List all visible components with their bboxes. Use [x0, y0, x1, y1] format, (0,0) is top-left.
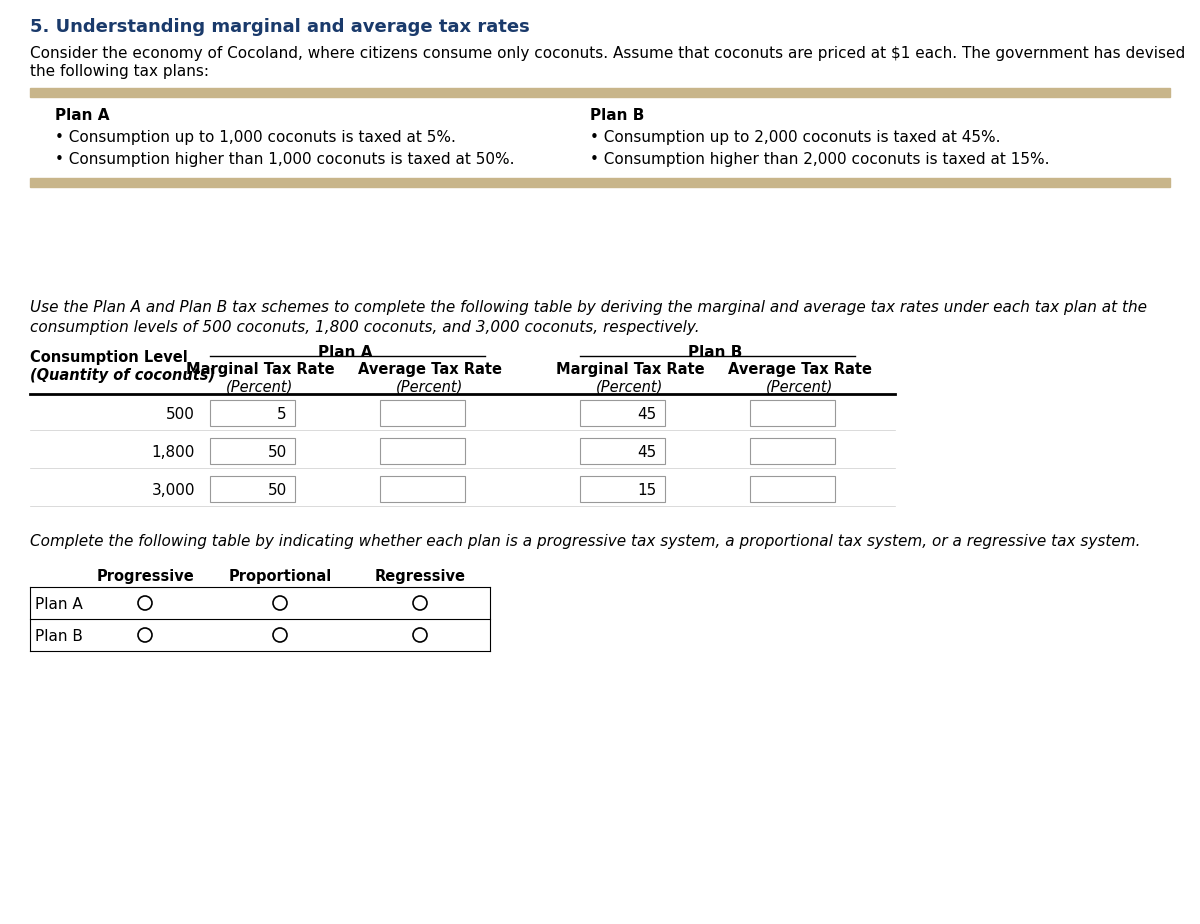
Text: Average Tax Rate: Average Tax Rate	[728, 362, 872, 377]
Bar	[580, 438, 665, 464]
Bar	[210, 438, 295, 464]
Bar	[210, 476, 295, 502]
Bar	[30, 178, 1170, 187]
Bar	[380, 438, 466, 464]
Text: 50: 50	[268, 483, 287, 498]
Text: Consider the economy of Cocoland, where citizens consume only coconuts. Assume t: Consider the economy of Cocoland, where …	[30, 46, 1186, 61]
Text: Plan B: Plan B	[590, 108, 644, 123]
Text: Plan A: Plan A	[35, 597, 83, 612]
Text: (Percent): (Percent)	[227, 380, 294, 395]
Text: • Consumption higher than 1,000 coconuts is taxed at 50%.: • Consumption higher than 1,000 coconuts…	[55, 152, 515, 167]
Text: Complete the following table by indicating whether each plan is a progressive ta: Complete the following table by indicati…	[30, 534, 1140, 549]
Text: 3,000: 3,000	[151, 483, 194, 498]
Text: Plan A: Plan A	[55, 108, 109, 123]
Bar	[380, 400, 466, 426]
Text: Average Tax Rate: Average Tax Rate	[358, 362, 502, 377]
Text: 1,800: 1,800	[151, 445, 194, 460]
Text: (Quantity of coconuts): (Quantity of coconuts)	[30, 368, 215, 383]
Text: Use the Plan A and Plan B tax schemes to complete the following table by derivin: Use the Plan A and Plan B tax schemes to…	[30, 300, 1147, 315]
Text: 500: 500	[166, 407, 194, 422]
Bar	[380, 476, 466, 502]
Text: Plan A: Plan A	[318, 345, 372, 360]
Bar	[580, 400, 665, 426]
Bar	[750, 476, 835, 502]
Text: Progressive: Progressive	[96, 569, 194, 584]
Text: consumption levels of 500 coconuts, 1,800 coconuts, and 3,000 coconuts, respecti: consumption levels of 500 coconuts, 1,80…	[30, 320, 700, 335]
Text: Consumption Level: Consumption Level	[30, 350, 187, 365]
Bar	[750, 400, 835, 426]
Text: • Consumption up to 2,000 coconuts is taxed at 45%.: • Consumption up to 2,000 coconuts is ta…	[590, 130, 1001, 145]
Text: • Consumption up to 1,000 coconuts is taxed at 5%.: • Consumption up to 1,000 coconuts is ta…	[55, 130, 456, 145]
Text: Marginal Tax Rate: Marginal Tax Rate	[556, 362, 704, 377]
Text: 45: 45	[637, 407, 658, 422]
Bar	[750, 438, 835, 464]
Text: • Consumption higher than 2,000 coconuts is taxed at 15%.: • Consumption higher than 2,000 coconuts…	[590, 152, 1050, 167]
Bar	[30, 88, 1170, 97]
Text: (Percent): (Percent)	[596, 380, 664, 395]
Text: 15: 15	[637, 483, 658, 498]
Text: (Percent): (Percent)	[767, 380, 834, 395]
Bar	[580, 476, 665, 502]
Bar	[210, 400, 295, 426]
Text: Regressive: Regressive	[374, 569, 466, 584]
Text: Plan B: Plan B	[688, 345, 742, 360]
Text: (Percent): (Percent)	[396, 380, 463, 395]
Text: 5: 5	[277, 407, 287, 422]
Text: 50: 50	[268, 445, 287, 460]
Text: 45: 45	[637, 445, 658, 460]
Text: the following tax plans:: the following tax plans:	[30, 64, 209, 79]
Text: 5. Understanding marginal and average tax rates: 5. Understanding marginal and average ta…	[30, 18, 529, 36]
Text: Plan B: Plan B	[35, 629, 83, 644]
Text: Proportional: Proportional	[228, 569, 331, 584]
Text: Marginal Tax Rate: Marginal Tax Rate	[186, 362, 335, 377]
